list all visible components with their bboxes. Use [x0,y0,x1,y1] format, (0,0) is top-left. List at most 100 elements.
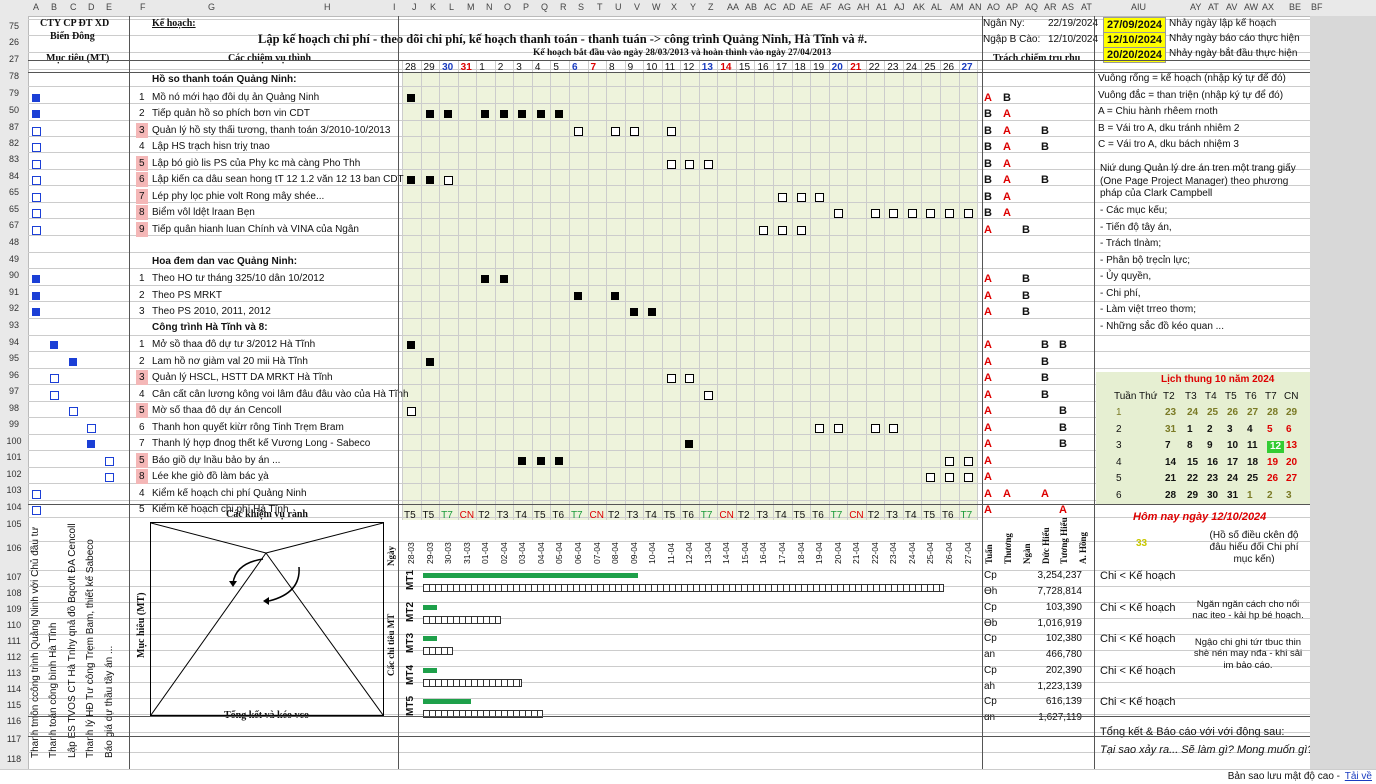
calendar-day[interactable]: 11 [1247,440,1258,451]
task-name[interactable]: Biểm vôl ldệt lraan Bẹn [152,207,255,218]
gantt-plan-mark[interactable] [870,423,880,433]
task-name[interactable]: Theo HO tư tháng 325/10 dân 10/2012 [152,273,325,284]
calendar-day[interactable]: 21 [1165,473,1177,484]
gantt-done-mark[interactable] [444,110,453,118]
calendar-day[interactable]: 17 [1227,456,1239,468]
gantt-plan-mark[interactable] [685,374,695,383]
objective-mark[interactable] [32,126,41,136]
column-letter-AY[interactable]: AY [1190,2,1202,12]
column-letter-AW[interactable]: AW [1244,2,1259,12]
column-letter-Y[interactable]: Y [690,2,697,12]
row-number[interactable]: 67 [8,220,19,230]
gantt-done-mark[interactable] [518,110,527,118]
calendar-day[interactable]: 3 [1116,440,1122,451]
gantt-done-mark[interactable] [555,456,564,465]
task-name[interactable]: Theo PS 2010, 2011, 2012 [152,306,271,317]
gantt-plan-mark[interactable] [926,473,936,482]
column-letter-AIU[interactable]: AIU [1131,2,1147,12]
column-letter-R[interactable]: R [560,2,567,12]
row-number[interactable]: 90 [8,270,19,280]
column-letter-O[interactable]: O [504,2,512,12]
objective-mark[interactable] [32,93,40,102]
calendar-day[interactable]: 16 [1207,456,1219,468]
row-number[interactable]: 101 [6,452,22,462]
column-letter-C[interactable]: C [70,2,77,12]
objective-mark[interactable] [50,341,58,349]
calendar-day[interactable]: 14 [1165,456,1177,468]
task-name[interactable]: Mờ số thaa đô dự án Cencoll [152,405,282,416]
column-letter-AK[interactable]: AK [913,2,926,12]
calendar-day[interactable]: 1 [1187,423,1193,435]
column-letter-AN[interactable]: AN [969,2,982,12]
row-number[interactable]: 79 [8,88,19,98]
row-number[interactable]: 100 [6,436,22,446]
gantt-plan-mark[interactable] [889,423,899,433]
column-letter-V[interactable]: V [634,2,641,12]
calendar-day[interactable]: 1 [1116,407,1122,418]
row-number[interactable]: 87 [8,122,19,132]
calendar-day[interactable]: 25 [1247,473,1259,484]
gantt-plan-mark[interactable] [926,209,936,218]
calendar-day[interactable]: 2 [1267,489,1273,501]
gantt-done-mark[interactable] [499,110,508,118]
task-name[interactable]: Lép phy lọc phie volt Rong mây shée... [152,190,325,202]
calendar-day[interactable]: 23 [1165,407,1177,418]
row-number[interactable]: 108 [6,588,22,598]
calendar-day[interactable]: 30 [1207,489,1219,501]
column-letter-AL[interactable]: AL [931,2,943,12]
gantt-plan-mark[interactable] [889,209,899,218]
objective-mark[interactable] [32,291,40,300]
row-number[interactable]: 114 [6,684,22,694]
objective-mark[interactable] [32,275,40,283]
gantt-plan-mark[interactable] [870,209,880,218]
column-letter-AF[interactable]: AF [820,2,832,12]
calendar-day[interactable]: 2 [1116,423,1122,435]
column-letter-G[interactable]: G [208,2,216,12]
column-letter-K[interactable]: K [430,2,437,12]
gantt-plan-mark[interactable] [815,192,825,202]
task-name[interactable]: Tiếp quản hồ so phích bơn vin CDT [152,108,310,119]
row-number[interactable]: 93 [8,320,19,330]
row-number[interactable]: 99 [8,419,19,429]
row-number[interactable]: 84 [8,171,19,181]
gantt-plan-mark[interactable] [629,126,639,136]
task-name[interactable]: Theo PS MRKT [152,289,223,301]
objective-mark[interactable] [32,489,41,499]
row-number[interactable]: 65 [8,187,19,197]
gantt-plan-mark[interactable] [444,176,454,185]
column-letter-AJ[interactable]: AJ [894,2,905,12]
gantt-plan-mark[interactable] [963,209,973,218]
row-number[interactable]: 92 [8,303,19,313]
row-number[interactable]: 48 [8,237,19,247]
row-number[interactable]: 115 [6,700,22,710]
gantt-plan-mark[interactable] [907,209,917,218]
row-number[interactable]: 65 [8,204,19,214]
row-number[interactable]: 49 [8,254,19,264]
task-name[interactable]: Quản lý HSCL, HSTT DA MRKT Hà Tĩnh [152,372,333,383]
task-name[interactable]: Quản lý hồ sty thấi tương, thanh toán 3/… [152,124,391,136]
calendar-day[interactable]: 31 [1227,489,1239,501]
column-letter-A1[interactable]: A1 [876,2,888,12]
column-letter-AH[interactable]: AH [857,2,870,12]
calendar-day[interactable]: 6 [1116,489,1122,501]
row-number[interactable]: 83 [8,154,19,164]
objective-mark[interactable] [32,225,41,235]
objective-mark[interactable] [32,192,41,202]
task-name[interactable]: Lập kiến ca dâu sean hong tT 12 1.2 văn … [152,174,404,185]
column-letter-AM[interactable]: AM [950,2,964,12]
objective-mark[interactable] [50,374,59,383]
task-name[interactable]: Lée khe giò đồ làm bác ỵà [152,471,269,482]
calendar-day[interactable]: 12 [1267,441,1285,453]
gantt-plan-mark[interactable] [573,126,583,136]
row-number[interactable]: 102 [6,469,22,479]
calendar-day[interactable]: 27 [1247,407,1259,418]
objective-mark[interactable] [32,308,40,316]
row-number[interactable]: 111 [7,636,21,646]
gantt-done-mark[interactable] [648,308,657,316]
download-link[interactable]: Tải về [1344,771,1372,782]
calendar-day[interactable]: 4 [1116,456,1122,468]
column-letter-AC[interactable]: AC [764,2,777,12]
row-number[interactable]: 50 [8,105,19,115]
column-letter-AE[interactable]: AE [801,2,814,12]
gantt-done-mark[interactable] [518,456,527,465]
